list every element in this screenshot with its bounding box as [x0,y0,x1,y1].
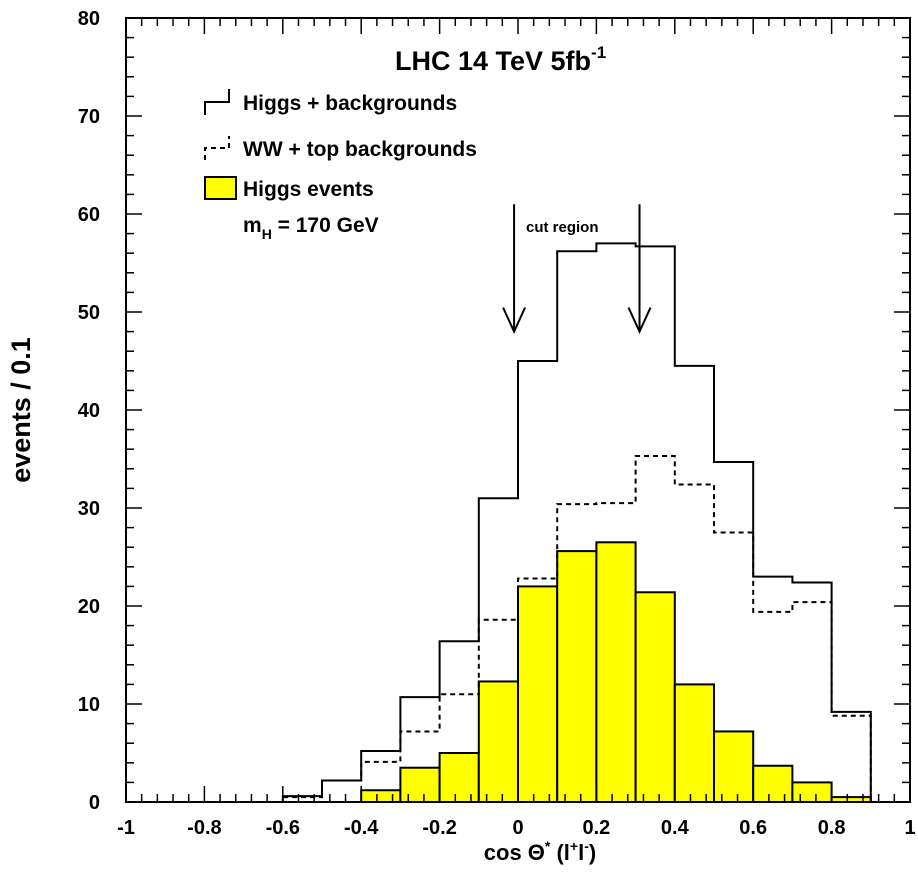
legend-label-higgs-bkg: Higgs + backgrounds [243,92,457,115]
higgs-events-bar [673,683,715,804]
legend: Higgs + backgrounds WW + top backgrounds… [204,89,477,242]
legend-label-higgs-events: Higgs events [243,178,374,201]
y-tick-label: 70 [78,106,100,128]
x-tick-label: -1 [117,817,135,839]
y-tick-label: 30 [78,498,100,520]
higgs-events-bar [595,541,637,803]
higgs-events-bar [360,789,402,803]
y-tick-label: 20 [78,596,100,618]
higgs-events-bar [477,680,519,804]
higgs-events-bar [713,730,755,803]
chart-title-superscript: -1 [591,43,606,62]
x-tick-label: 0.2 [582,817,610,839]
x-axis-title: cos Θ* (l+l-) [484,838,596,865]
x-tick-label: 0 [512,817,523,839]
legend-mass-label: mH = 170 GeV [243,214,379,242]
chart-title: LHC 14 TeV 5fb-1 [395,43,606,76]
higgs-events-bar [399,766,441,804]
legend-solid-symbol [204,89,230,115]
cut-arrow [502,204,526,335]
y-tick-label: 60 [78,204,100,226]
y-axis-title: events / 0.1 [6,337,36,483]
higgs-events-bar [752,764,794,803]
higgs-events-bar [556,550,598,803]
x-tick-label: -0.6 [266,817,300,839]
higgs-events-bar [791,781,833,804]
x-tick-label: -0.8 [187,817,221,839]
x-tick-label: -0.4 [344,817,379,839]
x-tick-label: -0.2 [422,817,456,839]
x-tick-label: 1 [904,817,915,839]
higgs-events-bar [517,585,559,804]
cut-region-label: cut region [526,219,599,236]
y-tick-label: 40 [78,400,100,422]
y-tick-label: 80 [78,8,100,30]
cut-arrow [627,204,652,335]
higgs-events-bar [634,591,676,804]
legend-yellow-swatch [204,176,237,200]
legend-label-ww-top: WW + top backgrounds [243,138,477,161]
higgs-events-bar [438,752,480,803]
y-tick-label: 10 [78,694,100,716]
y-tick-label: 50 [78,302,100,324]
x-tick-label: 0.8 [818,817,846,839]
legend-dashed-symbol [204,136,230,160]
x-tick-label: 0.4 [661,817,690,839]
y-tick-label: 0 [89,792,100,814]
higgs-plus-background-line [126,242,910,803]
x-tick-label: 0.6 [739,817,767,839]
